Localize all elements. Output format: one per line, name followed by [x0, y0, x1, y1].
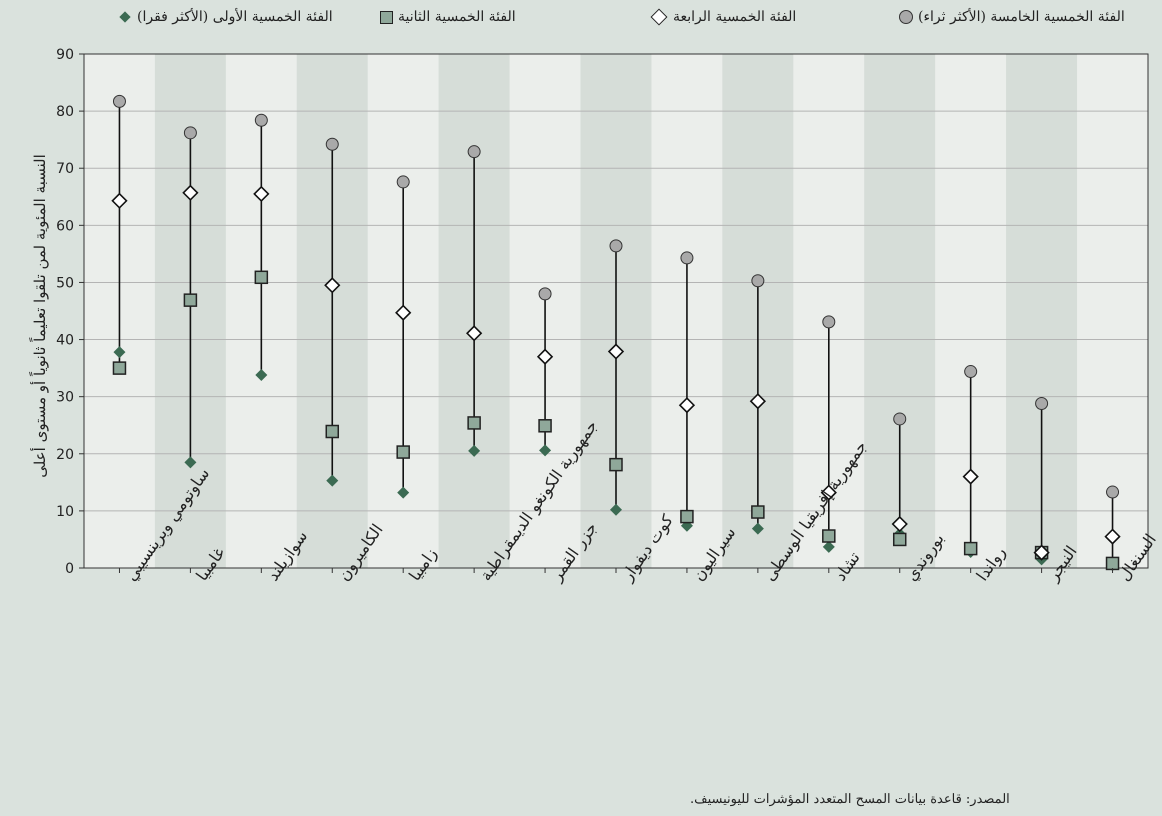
richest-point — [822, 315, 836, 329]
legend-item-fourth: الفئة الخمسية الرابعة — [650, 6, 796, 28]
second-point — [538, 419, 552, 433]
fourth-point — [536, 348, 554, 365]
richest-point — [893, 412, 907, 426]
legend-item-richest: الفئة الخمسية الخامسة (الأكثر ثراء) — [899, 6, 1125, 28]
y-tick-label: 30 — [56, 390, 74, 406]
richest-point — [325, 137, 339, 151]
second-point — [892, 532, 907, 547]
poorest-point — [326, 474, 339, 487]
poorest-point — [751, 522, 764, 535]
y-tick-label: 80 — [56, 104, 74, 120]
poorest-point — [255, 368, 268, 381]
poorest-point — [397, 486, 410, 499]
fourth-point — [111, 192, 128, 209]
diamond-filled-marker-icon — [119, 11, 131, 23]
square-marker-icon — [380, 10, 393, 24]
richest-point — [112, 94, 126, 108]
y-tick-label: 70 — [56, 161, 74, 177]
richest-point — [183, 126, 197, 140]
second-point — [396, 445, 410, 459]
poorest-point — [822, 540, 835, 553]
y-tick-label: 60 — [56, 218, 74, 234]
second-point — [183, 293, 198, 307]
poorest-point — [113, 346, 126, 359]
legend-label-poorest: الفئة الخمسية الأولى (الأكثر فقرا) — [137, 9, 333, 25]
richest-point — [467, 145, 481, 159]
fourth-point — [1033, 544, 1050, 561]
column-band — [1077, 54, 1148, 568]
second-point — [609, 457, 623, 472]
richest-point — [396, 175, 410, 189]
second-point — [751, 505, 765, 519]
fourth-point — [182, 184, 199, 201]
fourth-point — [253, 185, 270, 203]
legend-label-second: الفئة الخمسية الثانية — [398, 9, 516, 25]
legend-label-fourth: الفئة الخمسية الرابعة — [673, 9, 797, 25]
legend-label-richest: الفئة الخمسية الخامسة (الأكثر ثراء) — [918, 9, 1125, 25]
richest-point — [1035, 397, 1049, 411]
second-point — [467, 416, 481, 430]
y-tick-label: 20 — [56, 447, 74, 463]
second-point — [822, 529, 836, 543]
richest-point — [964, 365, 978, 379]
fourth-point — [395, 304, 412, 321]
second-point — [254, 270, 269, 285]
richest-point — [609, 239, 623, 253]
richest-point — [254, 113, 268, 127]
y-tick-label: 10 — [56, 504, 74, 520]
legend-item-poorest: الفئة الخمسية الأولى (الأكثر فقرا) — [118, 6, 333, 28]
y-axis-ticks: 0 10 20 30 40 50 60 70 80 90 — [56, 47, 84, 577]
richest-point — [751, 274, 765, 288]
fourth-point — [1104, 528, 1121, 545]
diamond-open-marker-icon — [650, 8, 668, 26]
second-point — [325, 424, 340, 439]
y-tick-label: 90 — [56, 47, 74, 63]
poorest-point — [610, 503, 622, 516]
source-note: المصدر: قاعدة بيانات المسح المتعدد المؤش… — [690, 792, 1010, 807]
y-tick-label: 0 — [65, 561, 74, 577]
richest-point — [538, 287, 552, 301]
fourth-point — [820, 484, 837, 501]
second-point — [963, 541, 978, 556]
fourth-point — [749, 393, 766, 410]
fourth-point — [962, 468, 979, 485]
second-point — [112, 361, 127, 375]
y-axis-label-text: النسبة المئوية لمن تلقوا تعليماً ثانوياً… — [31, 154, 49, 478]
poorest-point — [184, 456, 197, 469]
richest-point — [680, 251, 694, 265]
fourth-point — [678, 397, 696, 414]
circle-marker-icon — [899, 10, 913, 24]
legend-item-second: الفئة الخمسية الثانية — [380, 6, 516, 28]
fourth-point — [324, 277, 341, 294]
richest-point — [1106, 485, 1120, 499]
second-point — [1105, 556, 1120, 571]
y-tick-label: 50 — [56, 275, 74, 291]
fourth-point — [466, 325, 483, 342]
data-marks — [111, 94, 1121, 572]
fourth-point — [607, 343, 625, 360]
poorest-point — [468, 444, 481, 457]
second-point — [680, 509, 694, 524]
fourth-point — [891, 515, 908, 533]
poorest-point — [539, 444, 552, 457]
y-tick-label: 40 — [56, 333, 74, 349]
